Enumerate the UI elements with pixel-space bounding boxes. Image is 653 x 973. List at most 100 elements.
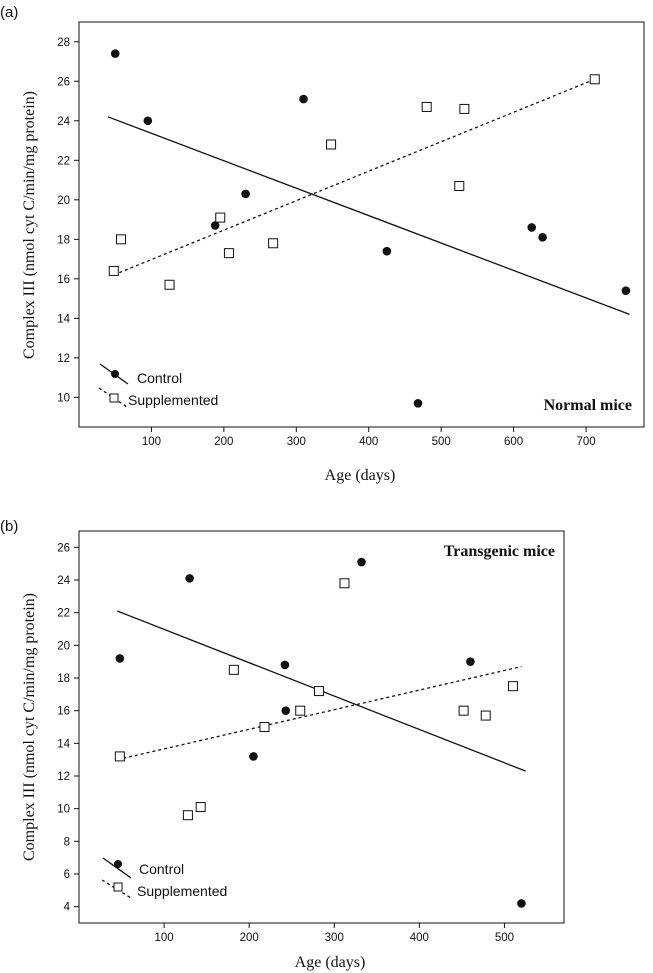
x-tick-label: 200 [214, 436, 233, 448]
legend-control-label: Control [137, 370, 182, 386]
y-tick-label: 12 [57, 771, 70, 783]
supplemented-point [215, 212, 226, 223]
supplemented-point [108, 265, 119, 276]
supplemented-point [459, 103, 470, 114]
supplemented-point [421, 101, 432, 112]
y-tick-label: 26 [57, 76, 70, 88]
y-tick-label: 12 [57, 353, 70, 365]
legend-supplemented-label: Supplemented [128, 392, 218, 408]
legend-supplemented-marker [113, 882, 123, 892]
supplemented-point [268, 238, 279, 249]
supplemented-point [480, 710, 491, 721]
supplemented-point [507, 681, 518, 692]
y-tick-label: 18 [57, 234, 70, 246]
y-tick-label: 10 [57, 804, 70, 816]
panel-a-legend: Control Supplemented [98, 363, 218, 408]
panel-a-label: (a) [0, 4, 18, 21]
x-tick-label: 400 [410, 932, 429, 944]
supplemented-point [114, 751, 125, 762]
supplemented-point [458, 705, 469, 716]
panel-b-annotation: Transgenic mice [444, 543, 555, 560]
y-tick-label: 18 [57, 673, 70, 685]
legend-supplemented-label: Supplemented [137, 883, 227, 899]
supplemented-point [326, 139, 337, 150]
legend-supplemented-marker [109, 393, 119, 403]
legend-control-marker [114, 860, 122, 868]
panel-b-x-axis-title: Age (days) [295, 954, 366, 971]
panel-b: (b) 100 200 300 400 500 4 6 8 10 12 14 16 18 20 22 24 26… [0, 518, 565, 971]
control-point [281, 706, 291, 715]
control-point [466, 657, 475, 666]
control-point [115, 654, 125, 663]
control-point [357, 557, 366, 567]
supplemented-point [339, 578, 350, 589]
supplemented-point [313, 686, 324, 697]
control-point [413, 398, 423, 408]
y-tick-label: 24 [57, 575, 70, 587]
panel-a: (a) 100 200 300 400 500 600 700 10 12 14 16 18 20 22 2… [0, 4, 645, 484]
control-point [185, 574, 194, 583]
supplemented-point [164, 279, 175, 290]
y-tick-label: 28 [57, 37, 70, 49]
y-tick-label: 8 [64, 836, 70, 848]
y-tick-label: 24 [57, 116, 70, 128]
control-point [280, 660, 290, 670]
panel-b-plot-frame [78, 530, 565, 924]
x-tick-label: 700 [576, 436, 595, 448]
y-tick-label: 10 [57, 392, 70, 404]
panel-a-ticks: 100 200 300 400 500 600 700 10 12 14 16 18 20 22 24 26 2… [57, 37, 595, 448]
supplemented-point [295, 705, 306, 716]
y-tick-label: 16 [57, 274, 70, 286]
control-point [538, 233, 547, 242]
control-trend-line [107, 116, 630, 315]
panel-a-annotation: Normal mice [544, 397, 632, 414]
supplemented-trend-line [113, 78, 595, 276]
y-tick-label: 14 [57, 313, 70, 325]
y-tick-label: 22 [57, 155, 70, 167]
supplemented-point [116, 234, 127, 245]
x-tick-label: 300 [325, 932, 344, 944]
control-point [110, 49, 120, 58]
y-tick-label: 4 [64, 902, 71, 914]
legend-control-marker [111, 370, 119, 378]
control-point [527, 223, 537, 232]
panel-b-label: (b) [0, 518, 18, 535]
control-point [621, 286, 631, 295]
x-tick-label: 100 [154, 932, 173, 944]
supplemented-point [589, 74, 600, 85]
supplemented-point [195, 802, 206, 813]
panel-a-y-axis-title: Complex III (nmol cyt C/min/mg protein) [21, 91, 38, 359]
panel-a-points [108, 49, 631, 408]
panel-b-points [114, 557, 526, 908]
y-tick-label: 6 [64, 869, 70, 881]
x-tick-label: 300 [287, 436, 306, 448]
panel-b-y-axis-title: Complex III (nmol cyt C/min/mg protein) [21, 593, 38, 861]
panel-a-x-axis-title: Age (days) [325, 467, 396, 484]
y-tick-label: 14 [57, 738, 70, 750]
panel-b-ticks: 100 200 300 400 500 4 6 8 10 12 14 16 18 20 22 24 26 [57, 542, 514, 944]
y-tick-label: 26 [57, 542, 70, 554]
y-tick-label: 20 [57, 640, 70, 652]
y-tick-label: 22 [57, 608, 70, 620]
supplemented-point [228, 664, 239, 675]
control-point [382, 246, 392, 256]
panel-a-plot-frame [78, 21, 645, 428]
x-tick-label: 500 [432, 436, 451, 448]
panel-a-fit-lines [107, 78, 630, 315]
x-tick-label: 100 [142, 436, 161, 448]
y-tick-label: 20 [57, 195, 70, 207]
control-point [241, 189, 250, 199]
panel-b-legend: Control Supplemented [101, 857, 227, 899]
supplemented-point [182, 810, 193, 821]
x-tick-label: 400 [359, 436, 378, 448]
control-point [517, 899, 526, 908]
control-point [299, 94, 308, 104]
control-point [143, 116, 153, 126]
x-tick-label: 500 [495, 932, 514, 944]
control-point [210, 221, 220, 230]
legend-control-line-sample [102, 857, 132, 879]
x-tick-label: 200 [240, 932, 259, 944]
control-point [249, 752, 258, 761]
y-tick-label: 16 [57, 706, 70, 718]
